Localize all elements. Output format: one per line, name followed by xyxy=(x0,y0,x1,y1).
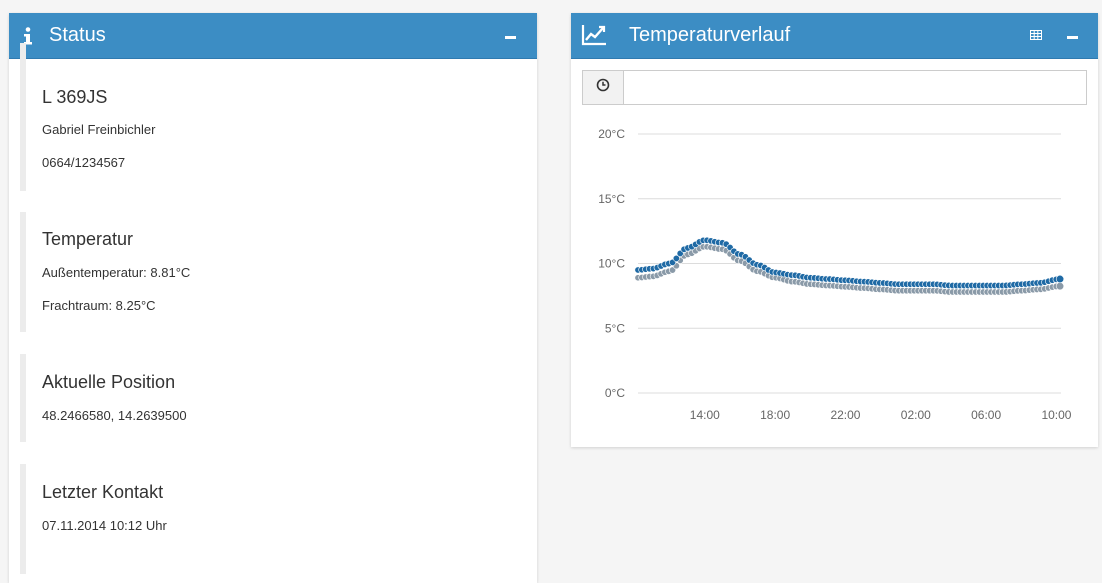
temperature-heading: Temperatur xyxy=(42,229,134,249)
x-tick-label: 10:00 xyxy=(1041,408,1071,422)
vehicle-plate: L 369JS xyxy=(42,87,108,107)
outside-temperature-point xyxy=(1055,274,1065,284)
outside-temperature-point xyxy=(672,254,680,262)
last-contact-heading: Letzter Kontakt xyxy=(42,482,164,502)
minus-icon xyxy=(1066,27,1078,45)
cargo-temperature-point xyxy=(1055,282,1065,291)
last-contact-info-block: Letzter Kontakt 07.11.2014 10:12 Uhr xyxy=(20,464,520,574)
cargo-temperature: Frachtraum: 8.25°C xyxy=(42,298,156,313)
status-panel-header: Status xyxy=(9,13,537,59)
status-panel: Status L 369JS Gabriel Freinbichler 0664… xyxy=(9,13,537,583)
driver-phone: 0664/1234567 xyxy=(42,155,126,170)
temperature-panel-header: Temperaturverlauf xyxy=(571,13,1098,59)
temperature-panel-title: Temperaturverlauf xyxy=(629,24,791,46)
collapse-status-button[interactable] xyxy=(498,13,522,58)
info-icon xyxy=(18,13,38,58)
position-info-block: Aktuelle Position 48.2466580, 14.2639500 xyxy=(20,354,520,442)
collapse-temperature-button[interactable] xyxy=(1060,13,1084,58)
position-heading: Aktuelle Position xyxy=(42,372,176,392)
y-tick-label: 0°C xyxy=(605,386,625,400)
y-tick-label: 5°C xyxy=(605,321,625,335)
x-tick-label: 22:00 xyxy=(830,408,860,422)
y-tick-label: 10°C xyxy=(598,257,625,271)
time-range-input[interactable] xyxy=(624,71,1086,104)
line-chart-icon xyxy=(581,23,607,47)
table-view-button[interactable] xyxy=(1024,13,1048,58)
temperature-history-panel: Temperaturverlauf xyxy=(571,13,1098,447)
x-tick-label: 06:00 xyxy=(971,408,1001,422)
time-range-toolbar xyxy=(582,70,1087,105)
table-icon xyxy=(1030,27,1042,45)
driver-name: Gabriel Freinbichler xyxy=(42,122,156,137)
y-tick-label: 20°C xyxy=(598,127,625,141)
x-tick-label: 18:00 xyxy=(760,408,790,422)
y-tick-label: 15°C xyxy=(598,192,625,206)
last-contact-datetime: 07.11.2014 10:12 Uhr xyxy=(42,518,167,533)
position-coordinates: 48.2466580, 14.2639500 xyxy=(42,408,187,423)
time-range-button[interactable] xyxy=(583,71,624,104)
vehicle-info-block: L 369JS Gabriel Freinbichler 0664/123456… xyxy=(20,43,520,191)
status-panel-title: Status xyxy=(49,24,106,46)
temperature-info-block: Temperatur Außentemperatur: 8.81°C Frach… xyxy=(20,212,520,332)
minus-icon xyxy=(504,27,516,45)
outside-temperature: Außentemperatur: 8.81°C xyxy=(42,265,191,280)
clock-icon xyxy=(596,78,610,97)
x-tick-label: 02:00 xyxy=(901,408,931,422)
x-tick-label: 14:00 xyxy=(690,408,720,422)
temperature-chart: 0°C 5°C 10°C 15°C 20°C 14:00 18:00 22:00 02:00 06… xyxy=(598,127,1072,422)
